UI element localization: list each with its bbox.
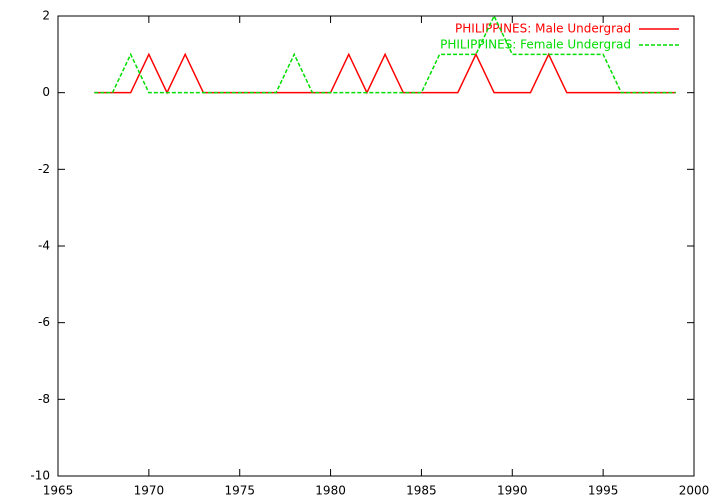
- plot-frame: [57, 15, 695, 477]
- series-line: [94, 14, 676, 94]
- y-tick-label: 2: [42, 9, 50, 23]
- x-tick-label: 2000: [679, 484, 710, 498]
- y-tick-label: -4: [38, 239, 50, 253]
- series-line: [94, 52, 676, 95]
- x-tick-label: 1995: [588, 484, 619, 498]
- y-tick-label: -2: [38, 162, 50, 176]
- x-tick-label: 1975: [224, 484, 255, 498]
- y-tick-label: -6: [38, 315, 50, 329]
- y-tick-label: -8: [38, 392, 50, 406]
- x-tick-label: 1965: [43, 484, 74, 498]
- legend-label: PHILIPPINES: Male Undergrad: [455, 22, 631, 36]
- x-tick-label: 1980: [315, 484, 346, 498]
- y-tick-label: 0: [42, 85, 50, 99]
- x-tick-label: 1970: [134, 484, 165, 498]
- y-tick-label: -10: [30, 469, 50, 483]
- x-tick-label: 1990: [497, 484, 528, 498]
- x-tick-label: 1985: [406, 484, 437, 498]
- legend-label: PHILIPPINES: Female Undergrad: [440, 38, 631, 52]
